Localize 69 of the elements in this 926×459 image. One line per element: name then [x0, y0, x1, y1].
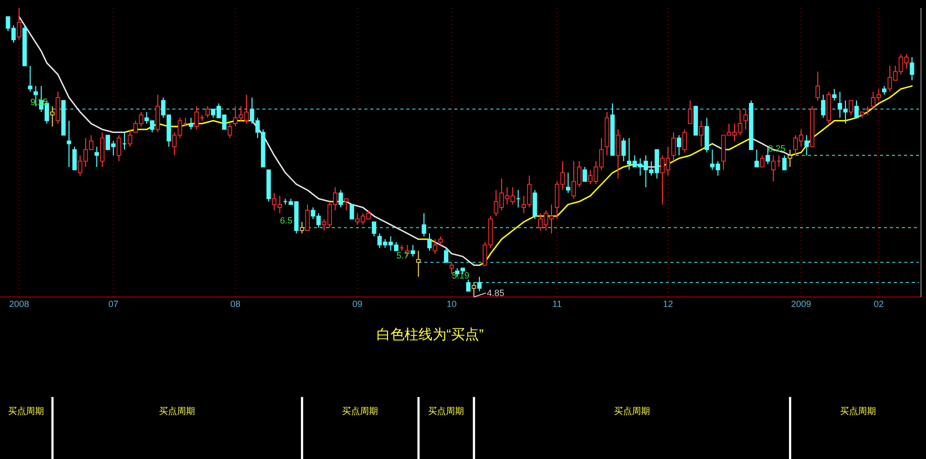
- candlestick: [621, 138, 626, 162]
- candlestick: [699, 120, 704, 148]
- annotation: 4.85: [486, 288, 504, 298]
- candlestick: [427, 232, 432, 252]
- candlestick: [688, 100, 692, 124]
- candlestick: [100, 132, 104, 168]
- x-tick-label: 07: [108, 299, 118, 309]
- candlestick: [449, 262, 454, 274]
- candlestick: [410, 244, 416, 258]
- x-tick-label: 2008: [9, 299, 30, 309]
- candlestick: [743, 108, 748, 130]
- candlestick: [566, 172, 570, 194]
- candlestick: [472, 282, 476, 298]
- annotation: 买点周期: [428, 406, 464, 416]
- candlestick: [782, 154, 787, 170]
- candlestick: [122, 132, 127, 150]
- x-tick-label: 11: [552, 299, 562, 309]
- x-tick-label: 02: [874, 299, 884, 309]
- candlestick: [66, 120, 72, 168]
- x-tick-label: 08: [230, 299, 240, 309]
- chart-title: 白色柱线为“买点”: [376, 326, 484, 342]
- candlestick: [344, 198, 349, 211]
- annotation: 买点周期: [8, 406, 44, 416]
- x-tick-label: 12: [662, 299, 673, 309]
- annotation: 5.19: [452, 270, 470, 281]
- annotation: 买点周期: [614, 406, 650, 416]
- candlestick: [754, 149, 759, 168]
- candlestick: [760, 154, 764, 168]
- candlestick: [532, 190, 538, 220]
- candlestick: [910, 56, 914, 81]
- candlestick: [466, 279, 471, 292]
- candlestick: [156, 94, 160, 133]
- candlestick: [704, 117, 709, 153]
- annotation: 买点周期: [159, 406, 196, 416]
- candlestick: [832, 88, 837, 101]
- candlestick: [72, 146, 77, 170]
- candlestick: [516, 190, 521, 208]
- candlestick: [848, 100, 854, 116]
- candlestick: [416, 250, 421, 278]
- candlestick: [188, 117, 194, 130]
- candlestick: [616, 128, 620, 180]
- candlestick: [422, 212, 426, 237]
- annotation: 5.7: [396, 250, 409, 260]
- candlestick: [16, 8, 22, 40]
- candlestick: [372, 221, 376, 237]
- x-tick-label: 2009: [791, 299, 812, 309]
- candlestick: [477, 276, 482, 292]
- candlestick: [116, 134, 122, 162]
- candlestick: [205, 106, 210, 118]
- candlestick: [816, 71, 820, 101]
- candlestick: [444, 247, 448, 263]
- candlestick: [228, 123, 232, 139]
- candlestick: [432, 238, 438, 254]
- annotation: 买点周期: [840, 406, 876, 416]
- x-tick-label: 09: [352, 299, 362, 309]
- candlestick: [788, 149, 792, 168]
- annotation: 6.5: [280, 216, 292, 226]
- candlestick: [676, 134, 682, 156]
- candlestick: [28, 65, 32, 92]
- candlestick: [94, 146, 99, 168]
- candlestick: [682, 128, 687, 153]
- x-tick-label: 10: [446, 299, 457, 309]
- candlestick: [804, 134, 809, 156]
- annotation: 买点周期: [342, 406, 378, 416]
- candlestick: [350, 204, 354, 220]
- candlestick: [582, 166, 587, 182]
- candlestick: [671, 132, 676, 162]
- candlestick: [338, 190, 343, 208]
- candlestick: [821, 94, 826, 118]
